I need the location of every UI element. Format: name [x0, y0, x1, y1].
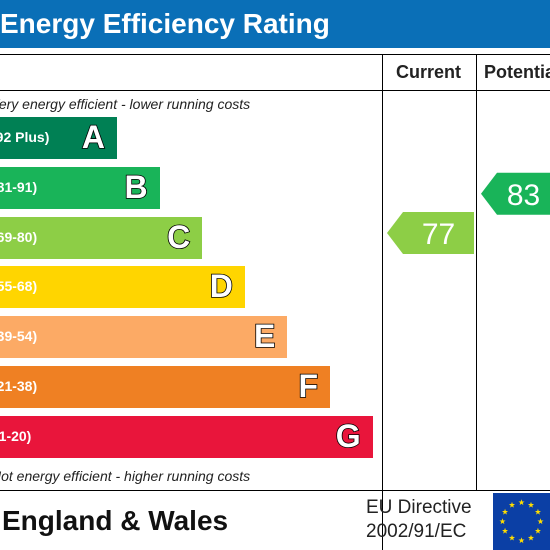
current-rating-arrow — [387, 212, 474, 255]
eu-star-icon — [502, 508, 509, 515]
rating-band-f: (21-38) F — [0, 366, 330, 408]
potential-rating-arrow — [481, 172, 550, 215]
band-range-label: (92 Plus) — [0, 129, 50, 145]
eu-star-icon — [527, 501, 535, 508]
eu-flag-icon — [493, 493, 550, 550]
frame-top-line — [0, 54, 550, 55]
eu-star-icon — [502, 527, 509, 534]
band-range-label: (69-80) — [0, 228, 38, 245]
eu-star-icon — [527, 534, 535, 541]
eu-star-icon — [518, 499, 525, 506]
band-letter: D — [209, 268, 234, 306]
eu-star-icon — [518, 537, 525, 544]
frame-potential-left — [476, 54, 477, 490]
chart-title: Energy Efficiency Rating — [0, 8, 330, 39]
eu-star-icon — [534, 527, 541, 534]
band-range-label: (1-20) — [0, 427, 32, 444]
band-range-label: (39-54) — [0, 328, 38, 345]
band-letter: B — [124, 168, 149, 206]
rating-band-a: (92 Plus) A — [0, 117, 117, 159]
band-range-label: (81-91) — [0, 178, 38, 195]
frame-footer-current — [382, 490, 383, 550]
rating-band-d: (55-68) D — [0, 266, 245, 309]
current-rating-value: 77 — [422, 218, 455, 251]
eu-star-icon — [537, 518, 544, 525]
current-column-header: Current — [396, 62, 462, 82]
frame-footer-divider — [0, 490, 550, 491]
footer-directive-line2: 2002/91/EC — [366, 521, 467, 542]
band-range-label: (21-38) — [0, 378, 38, 394]
footer-country: England & Wales — [2, 505, 229, 536]
header-bar: Energy Efficiency Rating — [0, 0, 550, 48]
efficient-note: Very energy efficient - lower running co… — [0, 96, 251, 112]
band-letter: F — [298, 367, 319, 405]
band-letter: A — [81, 118, 106, 156]
eu-star-icon — [508, 534, 516, 541]
frame-current-left — [382, 54, 383, 490]
frame-header-divider — [0, 90, 550, 91]
inefficient-note: Not energy efficient - higher running co… — [0, 468, 251, 484]
band-range-label: (55-68) — [0, 278, 38, 295]
band-letter: C — [166, 218, 191, 256]
potential-rating-value: 83 — [507, 179, 540, 212]
eu-star-icon — [508, 501, 516, 508]
potential-column-header: Potential — [484, 62, 550, 82]
band-letter: E — [253, 317, 276, 355]
rating-band-c: (69-80) C — [0, 216, 203, 259]
rating-band-g: (1-20) G — [0, 415, 373, 458]
footer-directive-line1: EU Directive — [366, 497, 472, 518]
rating-band-e: (39-54) E — [0, 316, 288, 359]
eu-star-icon — [534, 508, 541, 515]
rating-band-b: (81-91) B — [0, 166, 160, 209]
eu-star-icon — [499, 518, 506, 525]
band-letter: G — [335, 417, 361, 455]
